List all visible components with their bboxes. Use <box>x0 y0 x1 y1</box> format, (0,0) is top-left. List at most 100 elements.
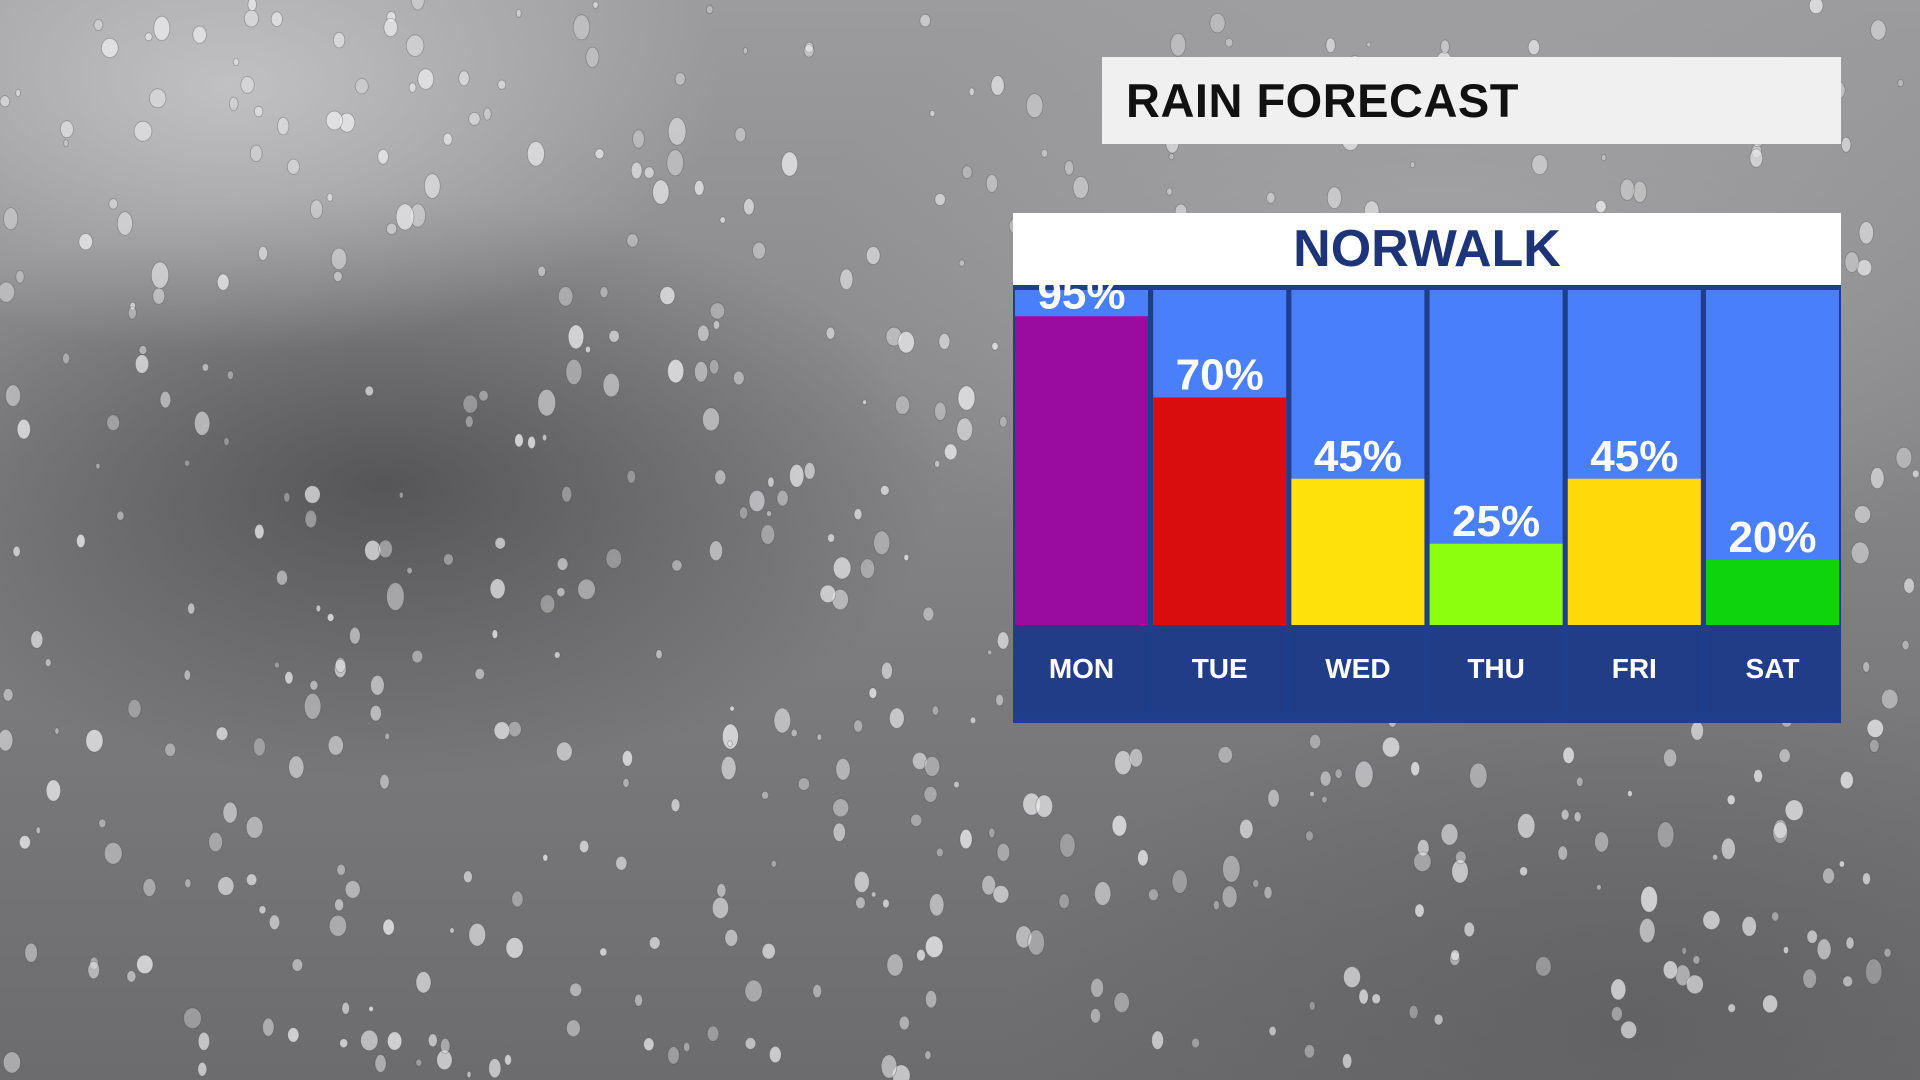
raindrop <box>539 594 556 614</box>
raindrop <box>133 120 153 142</box>
raindrop <box>489 578 506 600</box>
raindrop <box>1778 748 1791 763</box>
raindrop <box>988 827 996 839</box>
raindrop <box>825 326 836 340</box>
raindrop <box>744 979 763 1003</box>
raindrop <box>527 435 536 450</box>
raindrop <box>54 727 60 735</box>
raindrop <box>474 668 486 680</box>
raindrop <box>216 273 230 291</box>
raindrop <box>217 876 235 896</box>
raindrop <box>916 949 926 962</box>
raindrop <box>0 281 15 303</box>
bar-wed <box>1291 478 1425 625</box>
raindrop <box>1620 1020 1638 1040</box>
raindrop <box>720 755 737 781</box>
raindrop <box>835 757 851 781</box>
raindrop <box>879 484 890 496</box>
raindrop <box>144 32 153 42</box>
raindrop <box>1762 994 1778 1014</box>
raindrop <box>1632 180 1648 203</box>
raindrop <box>1901 639 1910 651</box>
raindrop <box>12 545 21 558</box>
raindrop <box>956 417 973 442</box>
raindrop <box>515 8 522 18</box>
raindrop <box>743 198 755 216</box>
raindrop <box>379 774 390 790</box>
raindrop <box>283 492 291 503</box>
raindrop <box>183 669 191 681</box>
raindrop <box>406 566 413 575</box>
raindrop <box>304 509 318 529</box>
raindrop <box>2 688 14 702</box>
raindrop <box>327 735 344 756</box>
raindrop <box>1753 769 1763 783</box>
raindrop <box>164 742 177 757</box>
raindrop <box>567 324 585 350</box>
raindrop <box>1784 799 1804 821</box>
raindrop <box>925 935 944 959</box>
raindrop <box>494 537 506 550</box>
raindrop <box>1870 19 1887 41</box>
raindrop <box>957 385 976 411</box>
raindrop <box>987 649 993 656</box>
raindrop <box>924 1050 932 1060</box>
raindrop <box>1773 819 1788 839</box>
raindrop <box>1463 921 1475 938</box>
raindrop <box>60 120 74 139</box>
raindrop <box>303 692 322 720</box>
raindrop <box>648 936 661 950</box>
raindrop <box>694 179 705 196</box>
raindrop <box>1025 93 1044 119</box>
raindrop <box>136 954 154 975</box>
raindrop <box>410 0 425 11</box>
raindrop <box>383 17 398 38</box>
raindrop <box>622 778 630 788</box>
location-header: NORWALK <box>1013 213 1841 285</box>
raindrop <box>197 1031 210 1051</box>
day-label-mon: MON <box>1049 653 1114 684</box>
raindrop <box>742 47 749 55</box>
raindrop <box>386 1031 403 1051</box>
raindrop <box>1209 12 1226 34</box>
raindrop <box>1413 851 1432 872</box>
raindrop <box>1358 988 1369 1005</box>
raindrop <box>18 835 31 850</box>
raindrop <box>468 922 487 947</box>
raindrop <box>187 602 196 615</box>
raindrop <box>667 1046 680 1065</box>
raindrop <box>183 1007 202 1029</box>
location-name: NORWALK <box>1293 220 1561 278</box>
raindrop <box>873 530 891 556</box>
raindrop <box>709 302 726 320</box>
raindrop <box>507 720 522 738</box>
raindrop <box>427 1033 438 1048</box>
raindrop <box>262 1017 275 1037</box>
raindrop <box>770 859 777 868</box>
raindrop <box>773 707 792 734</box>
raindrop <box>1845 936 1855 950</box>
raindrop <box>752 241 766 260</box>
raindrop <box>462 394 479 414</box>
title-banner: RAIN FORECAST <box>1102 57 1841 144</box>
raindrop <box>1266 191 1276 204</box>
raindrop <box>1880 688 1899 710</box>
raindrop <box>334 656 347 674</box>
raindrop <box>378 539 393 559</box>
raindrop <box>634 993 643 1007</box>
raindrop <box>761 790 769 800</box>
raindrop <box>776 489 789 507</box>
raindrop <box>1309 733 1322 750</box>
raindrop <box>385 222 398 235</box>
raindrop <box>1252 879 1260 889</box>
day-label-sat: SAT <box>1746 653 1800 684</box>
raindrop <box>1451 859 1469 884</box>
raindrop <box>240 76 255 94</box>
raindrop <box>1040 148 1049 158</box>
raindrop <box>626 469 637 484</box>
bar-thu <box>1429 543 1563 625</box>
raindrop <box>382 918 395 936</box>
raindrop <box>738 506 749 520</box>
raindrop <box>803 462 816 480</box>
raindrop <box>1562 746 1575 764</box>
